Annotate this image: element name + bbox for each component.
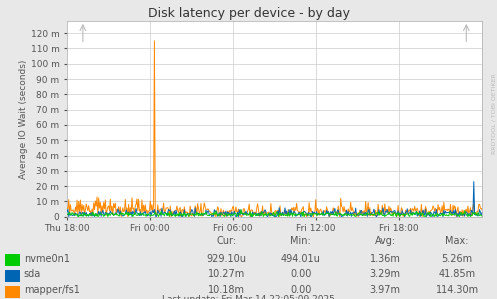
Text: 1.36m: 1.36m [370, 254, 401, 264]
Text: RRDTOOL / TOBI OETIKER: RRDTOOL / TOBI OETIKER [491, 73, 496, 154]
Text: mapper/fs1: mapper/fs1 [24, 285, 80, 295]
Text: Avg:: Avg: [375, 236, 396, 246]
Text: 494.01u: 494.01u [281, 254, 321, 264]
Text: Disk latency per device - by day: Disk latency per device - by day [148, 7, 349, 20]
Y-axis label: Average IO Wait (seconds): Average IO Wait (seconds) [19, 59, 28, 179]
Text: 0.00: 0.00 [290, 285, 312, 295]
Text: 114.30m: 114.30m [436, 285, 479, 295]
Text: 10.27m: 10.27m [208, 269, 245, 280]
Text: 3.97m: 3.97m [370, 285, 401, 295]
Text: nvme0n1: nvme0n1 [24, 254, 70, 264]
Text: 3.29m: 3.29m [370, 269, 401, 280]
Text: 929.10u: 929.10u [206, 254, 246, 264]
Text: 5.26m: 5.26m [442, 254, 473, 264]
Text: 41.85m: 41.85m [439, 269, 476, 280]
Text: 10.18m: 10.18m [208, 285, 245, 295]
Text: sda: sda [24, 269, 41, 280]
Text: Cur:: Cur: [216, 236, 236, 246]
Text: 0.00: 0.00 [290, 269, 312, 280]
Text: Max:: Max: [445, 236, 469, 246]
Text: Last update: Fri Mar 14 22:05:09 2025: Last update: Fri Mar 14 22:05:09 2025 [162, 295, 335, 299]
Text: Min:: Min: [290, 236, 311, 246]
